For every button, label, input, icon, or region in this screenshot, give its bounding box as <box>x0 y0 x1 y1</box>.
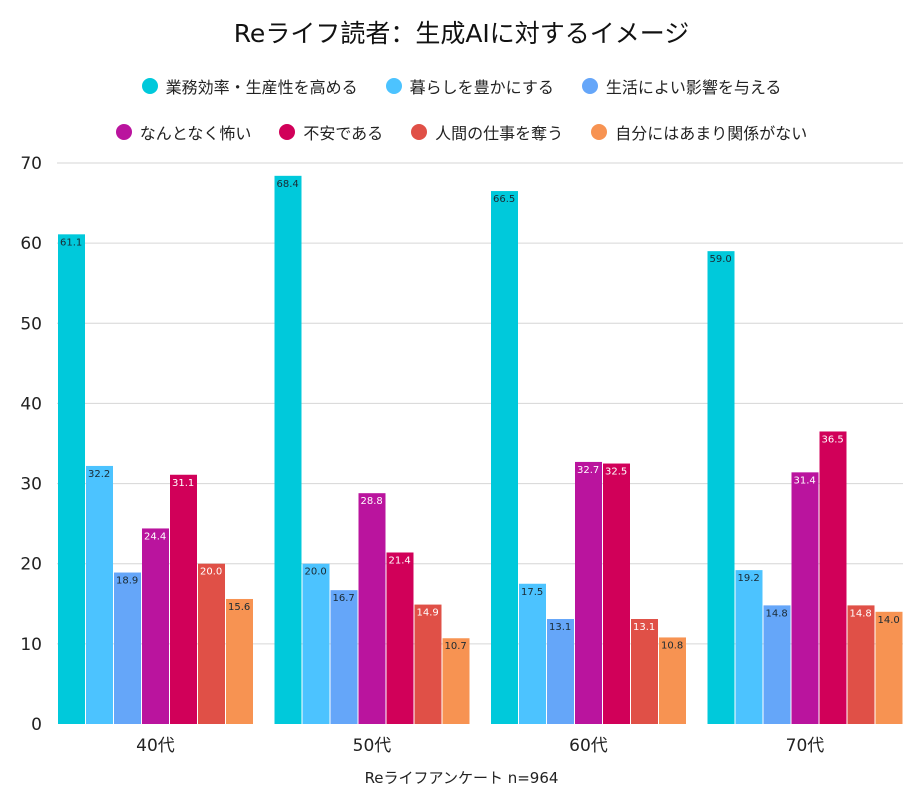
y-tick-label: 10 <box>20 635 42 655</box>
data-label: 31.4 <box>794 475 816 486</box>
data-label: 31.1 <box>172 478 194 489</box>
x-axis-label: Reライフアンケート n=964 <box>364 769 559 787</box>
data-label: 10.8 <box>661 640 683 651</box>
bar[interactable] <box>358 493 386 724</box>
legend-item[interactable]: 自分にはあまり関係がない <box>591 120 807 144</box>
data-label: 13.1 <box>633 622 655 633</box>
x-tick-label: 70代 <box>786 736 825 756</box>
legend-swatch-icon <box>141 78 158 94</box>
legend-label: 生活によい影響を与える <box>605 78 782 97</box>
y-tick-label: 50 <box>20 314 42 334</box>
data-label: 32.2 <box>88 469 110 480</box>
y-tick-label: 40 <box>20 394 42 414</box>
data-labels: 61.1 32.2 18.9 24.4 31.1 20.0 15.6 68.4 20.0 16.7… <box>60 179 900 652</box>
data-label: 14.0 <box>878 615 900 626</box>
data-label: 15.6 <box>228 602 250 613</box>
bar[interactable] <box>386 552 414 724</box>
bar[interactable] <box>519 583 546 724</box>
data-label: 28.8 <box>361 496 383 507</box>
data-label: 13.1 <box>549 622 571 633</box>
data-label: 14.8 <box>850 608 872 619</box>
legend-swatch-icon <box>279 124 296 140</box>
legend-swatch-icon <box>115 124 132 140</box>
bar[interactable] <box>763 605 791 724</box>
data-label: 21.4 <box>389 555 411 566</box>
x-tick-label: 60代 <box>569 736 608 756</box>
bar[interactable] <box>547 619 574 724</box>
bar[interactable] <box>735 570 763 724</box>
legend-label: 暮らしを豊かにする <box>409 78 554 97</box>
x-tick-label: 50代 <box>353 736 392 756</box>
data-label: 18.9 <box>116 576 138 587</box>
chart-title: Reライフ読者：生成AIに対するイメージ <box>233 19 690 48</box>
data-label: 17.5 <box>521 587 543 598</box>
y-tick-label: 0 <box>31 715 42 735</box>
legend-swatch-icon <box>591 124 608 140</box>
data-label: 16.7 <box>333 593 355 604</box>
data-label: 32.7 <box>577 465 599 476</box>
y-axis-ticks: 0 10 20 30 40 50 60 70 <box>20 154 42 735</box>
bar[interactable] <box>114 572 141 724</box>
x-axis-ticks: 40代 50代 60代 70代 <box>136 736 824 756</box>
legend-swatch-icon <box>385 78 402 94</box>
bar[interactable] <box>302 563 330 724</box>
legend-label: 不安である <box>303 124 384 143</box>
data-label: 24.4 <box>144 531 166 542</box>
legend-swatch-icon <box>411 124 428 140</box>
legend-label: 業務効率・生産性を高める <box>165 78 358 97</box>
y-tick-label: 30 <box>20 475 42 495</box>
bar[interactable] <box>226 598 253 724</box>
data-label: 14.8 <box>766 608 788 619</box>
data-label: 20.0 <box>305 567 327 578</box>
bar[interactable] <box>442 638 470 724</box>
y-tick-label: 20 <box>20 555 42 575</box>
data-label: 14.9 <box>417 608 439 619</box>
x-tick-label: 40代 <box>136 736 175 756</box>
bar[interactable] <box>142 528 169 724</box>
legend-item[interactable]: 業務効率・生産性を高める <box>141 74 358 98</box>
data-label: 59.0 <box>710 254 732 265</box>
legend-item[interactable]: 生活によい影響を与える <box>581 74 782 98</box>
bars <box>58 175 903 725</box>
data-label: 68.4 <box>277 179 299 190</box>
bar[interactable] <box>86 465 113 724</box>
bar[interactable] <box>330 590 358 724</box>
bar[interactable] <box>847 605 875 724</box>
data-label: 61.1 <box>60 237 82 248</box>
data-label: 36.5 <box>822 434 844 445</box>
data-label: 20.0 <box>200 567 222 578</box>
legend-item[interactable]: 暮らしを豊かにする <box>385 74 554 98</box>
bar[interactable] <box>58 234 85 724</box>
bar[interactable] <box>875 611 903 724</box>
bar[interactable] <box>274 175 302 724</box>
legend-item[interactable]: 人間の仕事を奪う <box>411 120 563 144</box>
data-label: 10.7 <box>445 641 467 652</box>
bar[interactable] <box>575 461 602 724</box>
legend-row-1: 業務効率・生産性を高める 暮らしを豊かにする 生活によい影響を与える <box>0 74 923 98</box>
bar[interactable] <box>491 191 518 725</box>
legend-row-2: なんとなく怖い 不安である 人間の仕事を奪う 自分にはあまり関係がない <box>0 120 923 144</box>
legend-label: 人間の仕事を奪う <box>435 124 564 143</box>
bar[interactable] <box>414 604 442 724</box>
legend-swatch-icon <box>581 78 598 94</box>
legend-item[interactable]: なんとなく怖い <box>115 120 252 144</box>
bar[interactable] <box>819 431 847 724</box>
bar[interactable] <box>659 637 686 724</box>
data-label: 32.5 <box>605 467 627 478</box>
bar[interactable] <box>198 563 225 724</box>
legend-label: なんとなく怖い <box>139 124 252 143</box>
bar[interactable] <box>631 619 658 724</box>
legend-item[interactable]: 不安である <box>279 120 383 144</box>
data-label: 19.2 <box>738 573 760 584</box>
data-label: 66.5 <box>493 194 515 205</box>
bar[interactable] <box>707 251 735 724</box>
bar[interactable] <box>791 472 819 724</box>
y-tick-label: 70 <box>20 154 42 174</box>
bar[interactable] <box>170 474 197 724</box>
y-tick-label: 60 <box>20 234 42 254</box>
bar[interactable] <box>603 463 630 724</box>
legend-label: 自分にはあまり関係がない <box>615 124 808 143</box>
